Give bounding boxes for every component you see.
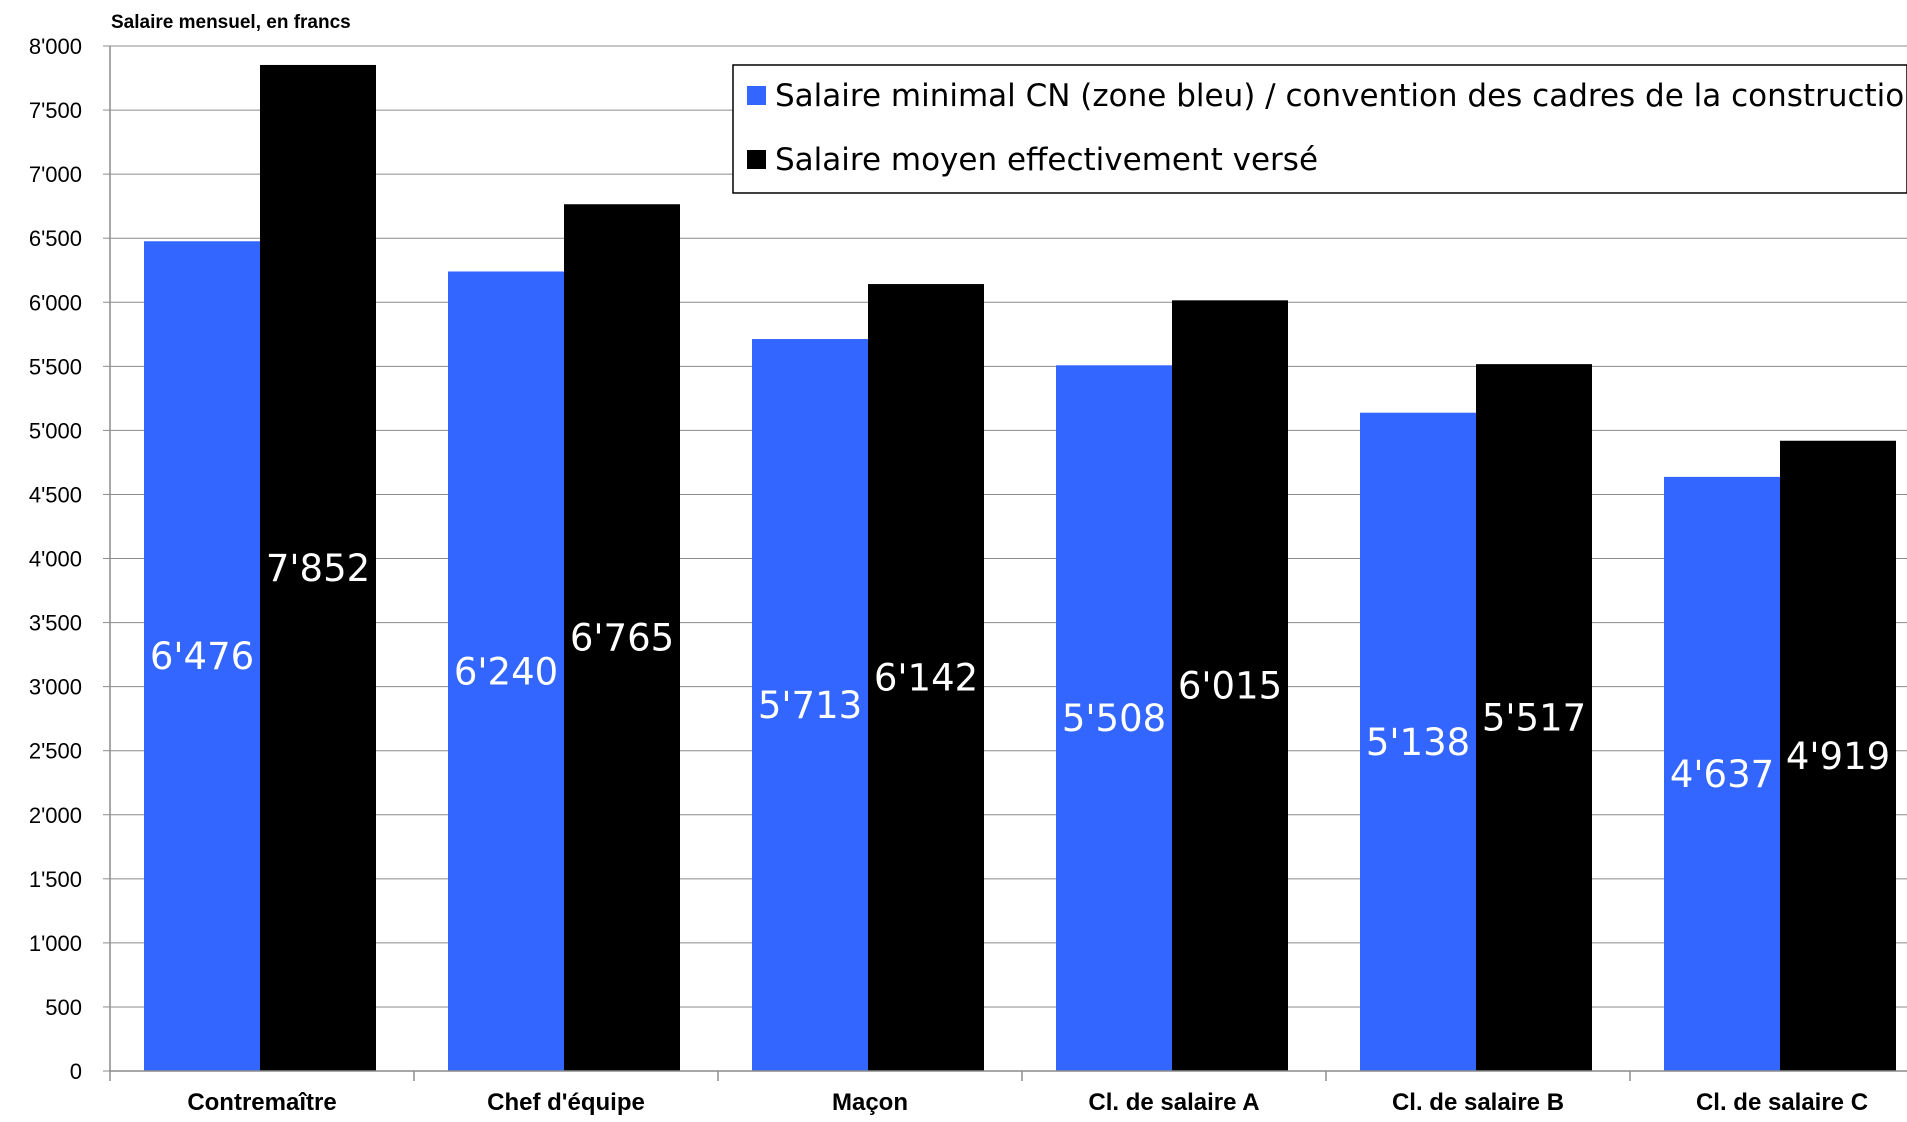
y-tick-label: 3'000 [29, 675, 82, 700]
y-tick-label: 2'000 [29, 803, 82, 828]
data-label: 5'517 [1482, 697, 1586, 740]
legend-label-minimal: Salaire minimal CN (zone bleu) / convent… [775, 78, 1907, 114]
y-tick-label: 5'500 [29, 354, 82, 379]
data-label: 5'138 [1366, 721, 1470, 764]
data-label: 7'852 [266, 547, 370, 590]
y-tick-label: 4'500 [29, 482, 82, 507]
legend: Salaire minimal CN (zone bleu) / convent… [732, 64, 1907, 194]
y-tick-label: 1'500 [29, 867, 82, 892]
data-label: 5'713 [758, 684, 862, 727]
y-tick-label: 8'000 [29, 34, 82, 59]
bar-salaire-moyen [260, 64, 376, 1071]
data-labels: 6'476 7'852 6'240 6'765 5'713 6'142 5'508 6'015… [150, 547, 1890, 796]
y-tick-label: 7'500 [29, 98, 82, 123]
legend-swatch-blue [747, 86, 766, 105]
x-category-label: Cl. de salaire C [1696, 1089, 1868, 1116]
y-tick-label: 5'000 [29, 418, 82, 443]
data-label: 6'765 [570, 617, 674, 660]
bar-salaire-moyen [1476, 364, 1592, 1071]
data-label: 5'508 [1062, 697, 1166, 740]
data-label: 4'637 [1670, 753, 1774, 796]
y-tick-label: 7'000 [29, 162, 82, 187]
x-category-label: Maçon [832, 1089, 908, 1116]
y-tick-label: 4'000 [29, 547, 82, 572]
axes [109, 46, 1907, 1081]
bar-salaire-moyen [1780, 440, 1896, 1071]
legend-box [732, 64, 1907, 194]
bar-salaire-moyen [1172, 300, 1288, 1071]
x-category-labels: Contremaître Chef d'équipe Maçon Cl. de sal… [187, 1089, 1868, 1116]
bar-salaire-moyen [564, 204, 680, 1071]
x-category-label: Cl. de salaire B [1392, 1089, 1564, 1116]
y-tick-label: 0 [70, 1059, 82, 1084]
data-label: 6'240 [454, 650, 558, 693]
y-tick-label: 2'500 [29, 739, 82, 764]
bar-salaire-moyen [868, 284, 984, 1071]
data-label: 6'142 [874, 657, 978, 700]
bar-salaire-minimal [144, 241, 260, 1071]
y-tick-label: 1'000 [29, 931, 82, 956]
x-category-label: Chef d'équipe [487, 1089, 645, 1116]
bar-salaire-minimal [448, 271, 564, 1071]
y-tick-label: 500 [45, 995, 82, 1020]
y-tick-label: 3'500 [29, 611, 82, 636]
legend-swatch-black [747, 150, 766, 169]
y-tick-label: 6'500 [29, 226, 82, 251]
y-tick-labels: 0 500 1'000 1'500 2'000 2'500 3'000 3'500 4'000 4… [29, 34, 82, 1084]
bars [144, 64, 1896, 1072]
data-label: 6'015 [1178, 665, 1282, 708]
bar-salaire-minimal [752, 339, 868, 1072]
data-label: 6'476 [150, 635, 254, 678]
bar-salaire-minimal [1664, 476, 1780, 1071]
y-axis-title: Salaire mensuel, en francs [111, 12, 351, 33]
legend-label-moyen: Salaire moyen effectivement versé [775, 142, 1318, 178]
x-category-label: Cl. de salaire A [1088, 1089, 1259, 1116]
data-label: 4'919 [1786, 735, 1890, 778]
bar-salaire-minimal [1056, 365, 1172, 1072]
x-category-label: Contremaître [187, 1089, 336, 1116]
bar-salaire-minimal [1360, 412, 1476, 1072]
y-tick-label: 6'000 [29, 290, 82, 315]
